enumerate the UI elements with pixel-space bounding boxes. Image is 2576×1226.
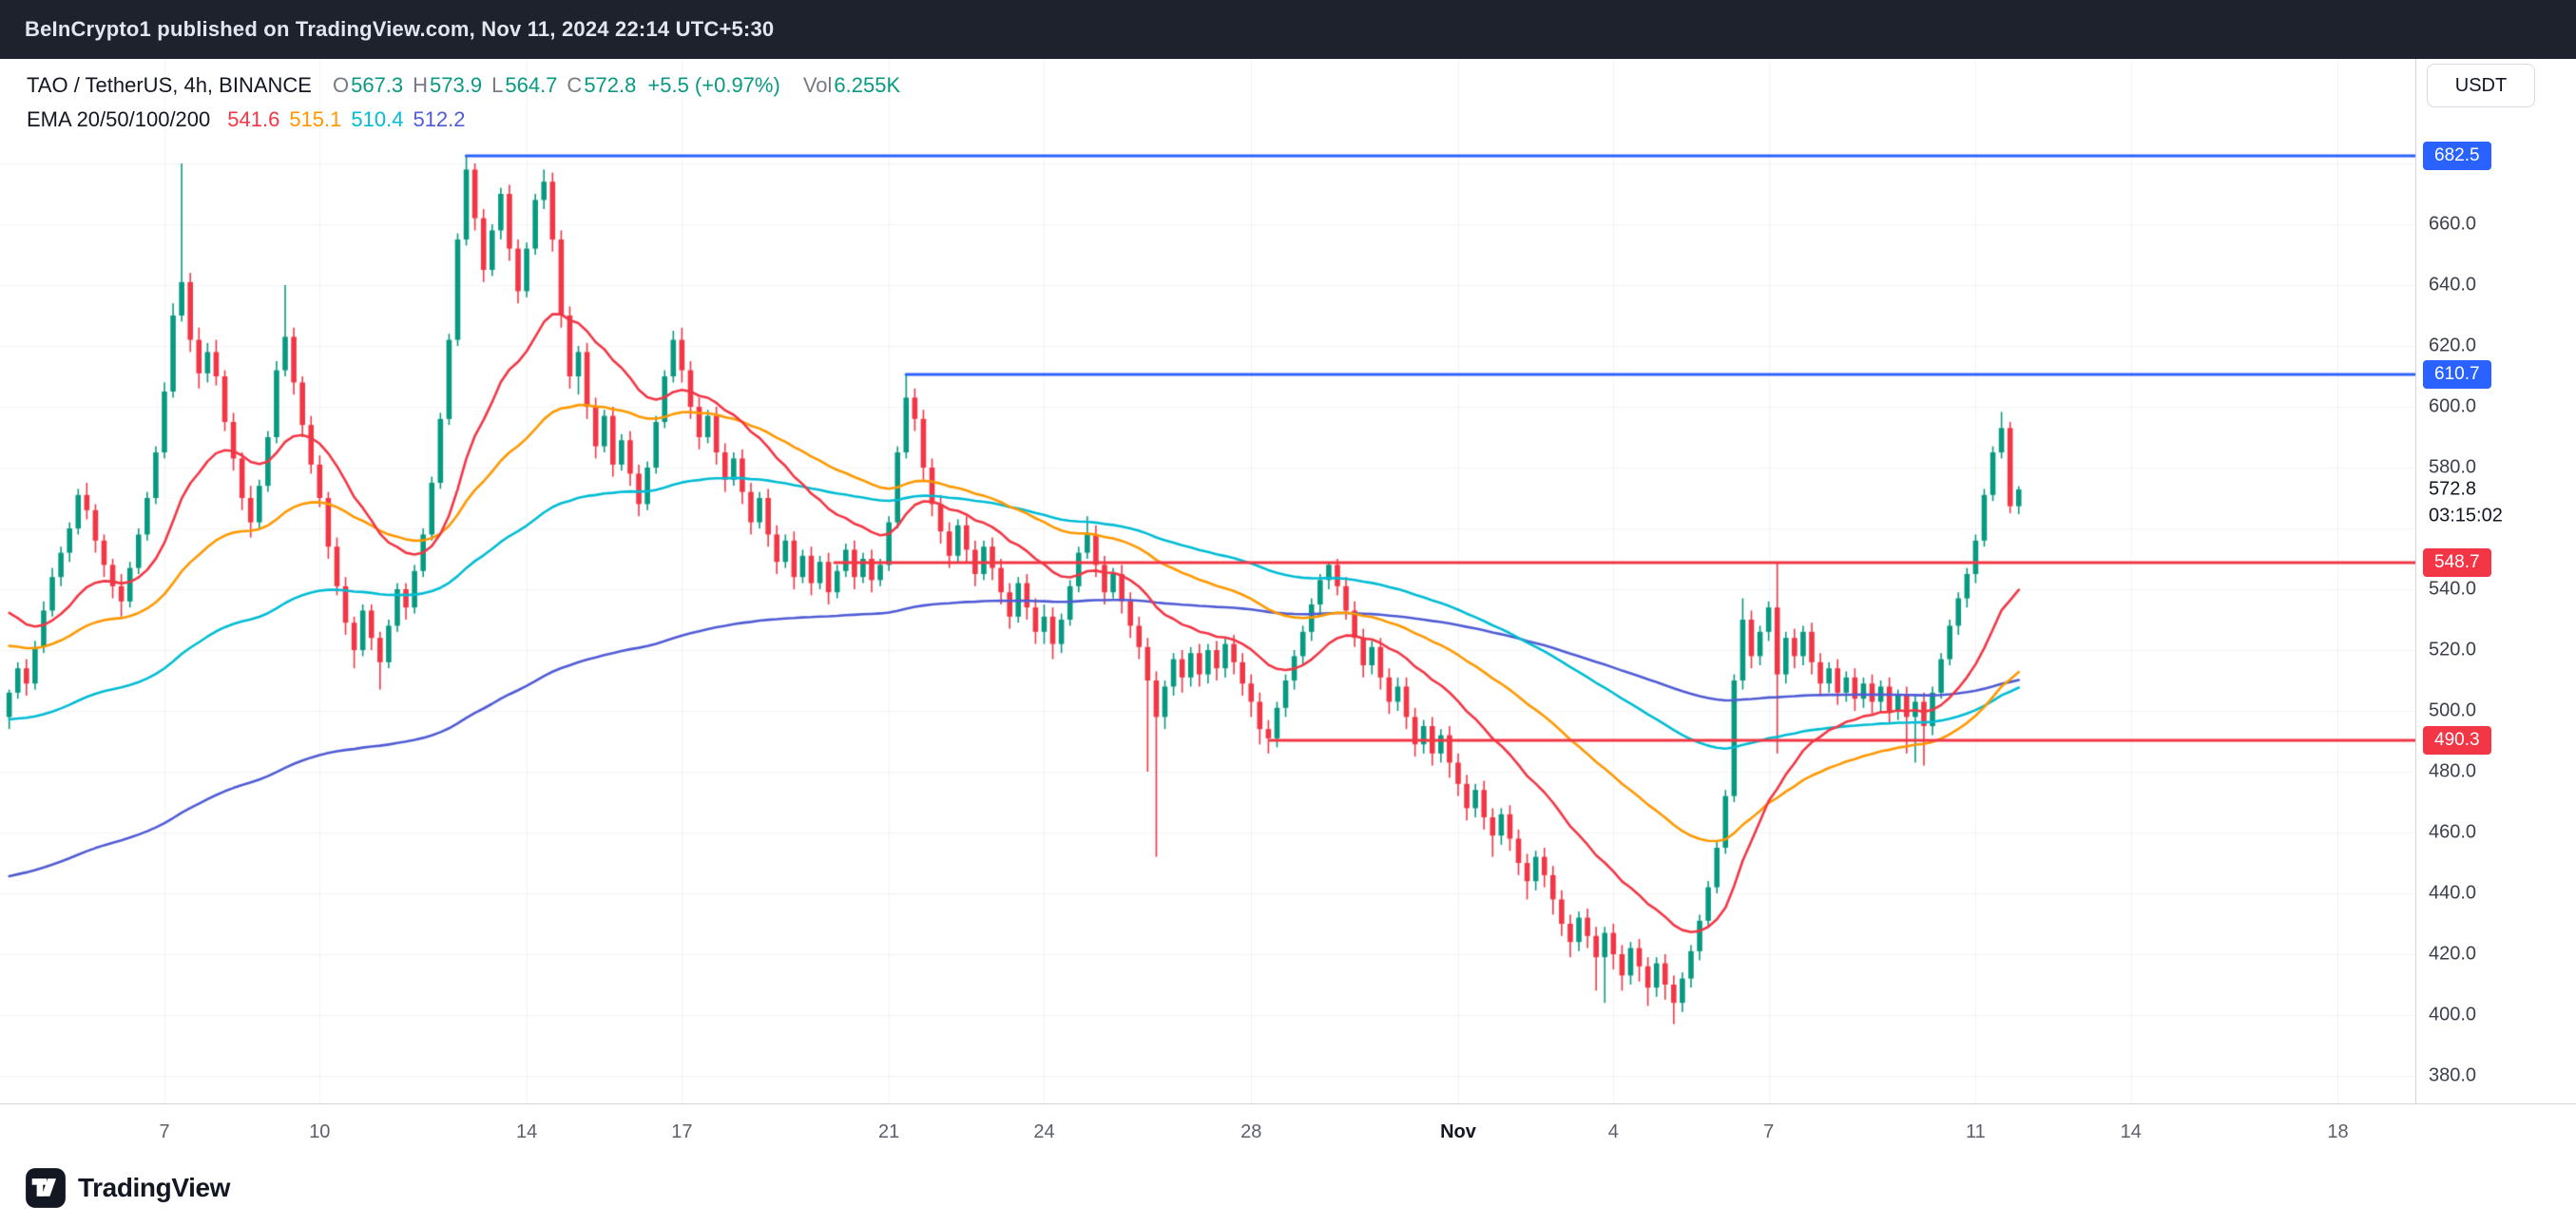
ohlc-close: C 572.8	[567, 73, 636, 98]
price-tick-label: 420.0	[2429, 943, 2477, 965]
ohlc-low-label: L	[491, 73, 504, 97]
time-tick-label: 11	[1966, 1121, 1986, 1142]
ohlc-low: L 564.7	[491, 73, 557, 98]
ema-row: EMA 20/50/100/200 541.6 515.1 510.4 512.…	[27, 103, 900, 137]
symbol-row: TAO / TetherUS, 4h, BINANCE O 567.3 H 573.…	[27, 68, 900, 103]
price-tick-label: 480.0	[2429, 760, 2477, 782]
price-tick-label: 460.0	[2429, 821, 2477, 843]
price-tick-label: 660.0	[2429, 213, 2477, 235]
price-tick-label: 580.0	[2429, 456, 2477, 478]
tradingview-logomark	[26, 1168, 66, 1208]
price-level-badge: 610.7	[2423, 359, 2491, 389]
time-tick-label: 7	[1763, 1121, 1775, 1142]
tradingview-wordmark: TradingView	[78, 1173, 231, 1202]
time-tick-label: 10	[309, 1121, 331, 1142]
ohlc-high-value: 573.9	[430, 73, 483, 97]
volume-label: Vol	[802, 73, 833, 97]
ema-value-200: 512.2	[413, 107, 466, 131]
price-tick-label: 600.0	[2429, 395, 2477, 417]
time-tick-label: 21	[878, 1121, 900, 1142]
time-tick-label: 18	[2327, 1121, 2349, 1142]
ema-value-100: 510.4	[351, 107, 404, 131]
ohlc-close-label: C	[567, 73, 583, 97]
price-tick-label: 440.0	[2429, 882, 2477, 904]
time-tick-label: Nov	[1440, 1121, 1476, 1142]
price-tick-label: 400.0	[2429, 1004, 2477, 1025]
ema-value-50: 515.1	[289, 107, 342, 131]
price-tick-label: 520.0	[2429, 639, 2477, 661]
change-value: +5.5 (+0.97%)	[647, 73, 780, 97]
price-level-badge: 548.7	[2423, 548, 2491, 578]
symbol-title[interactable]: TAO / TetherUS, 4h, BINANCE	[27, 73, 312, 97]
volume-value: 6.255K	[834, 73, 901, 97]
header-bar: BeInCrypto1 published on TradingView.com…	[0, 0, 2576, 59]
ohlc-close-value: 572.8	[584, 73, 637, 97]
price-tick-label: 540.0	[2429, 578, 2477, 600]
last-price-label: 572.8	[2429, 478, 2477, 500]
chart-area: TAO / TetherUS, 4h, BINANCE O 567.3 H 573.…	[0, 59, 2576, 1226]
ohlc-low-value: 564.7	[505, 73, 558, 97]
price-tick-label: 500.0	[2429, 699, 2477, 721]
ohlc-high-label: H	[413, 73, 429, 97]
ohlc-high: H 573.9	[413, 73, 482, 98]
ohlc-open-label: O	[332, 73, 350, 97]
ema-value-20: 541.6	[227, 107, 280, 131]
time-tick-label: 7	[159, 1121, 170, 1142]
time-tick-label: 14	[2120, 1121, 2142, 1142]
ema-indicator-label[interactable]: EMA 20/50/100/200	[27, 107, 211, 131]
volume-readout: Vol 6.255K	[803, 73, 900, 98]
header-attribution: BeInCrypto1 published on TradingView.com…	[25, 17, 775, 41]
time-tick-label: 4	[1607, 1121, 1619, 1142]
ohlc-open-value: 567.3	[351, 73, 404, 97]
countdown-timer: 03:15:02	[2429, 505, 2503, 527]
price-tick-label: 640.0	[2429, 274, 2477, 296]
time-tick-label: 24	[1033, 1121, 1055, 1142]
price-level-badge: 682.5	[2423, 142, 2491, 170]
price-chart-canvas[interactable]	[0, 59, 2576, 1226]
currency-toggle-button[interactable]: USDT	[2427, 64, 2535, 107]
price-axis[interactable]: 660.0 640.0 620.0 600.0 580.0 540.0 520.0 500.0…	[2415, 59, 2576, 1103]
tradingview-logo[interactable]: TradingView	[25, 1167, 230, 1209]
time-tick-label: 28	[1240, 1121, 1262, 1142]
price-tick-label: 620.0	[2429, 335, 2477, 356]
time-tick-label: 17	[671, 1121, 693, 1142]
ohlc-open: O 567.3	[333, 73, 403, 98]
price-level-badge: 490.3	[2423, 726, 2491, 756]
time-axis[interactable]: 7 10 14 17 21 24 28 Nov 4 7 11 14 18	[0, 1103, 2576, 1226]
price-tick-label: 380.0	[2429, 1064, 2477, 1086]
chart-legend: TAO / TetherUS, 4h, BINANCE O 567.3 H 573.…	[27, 68, 900, 137]
time-tick-label: 14	[515, 1121, 538, 1142]
